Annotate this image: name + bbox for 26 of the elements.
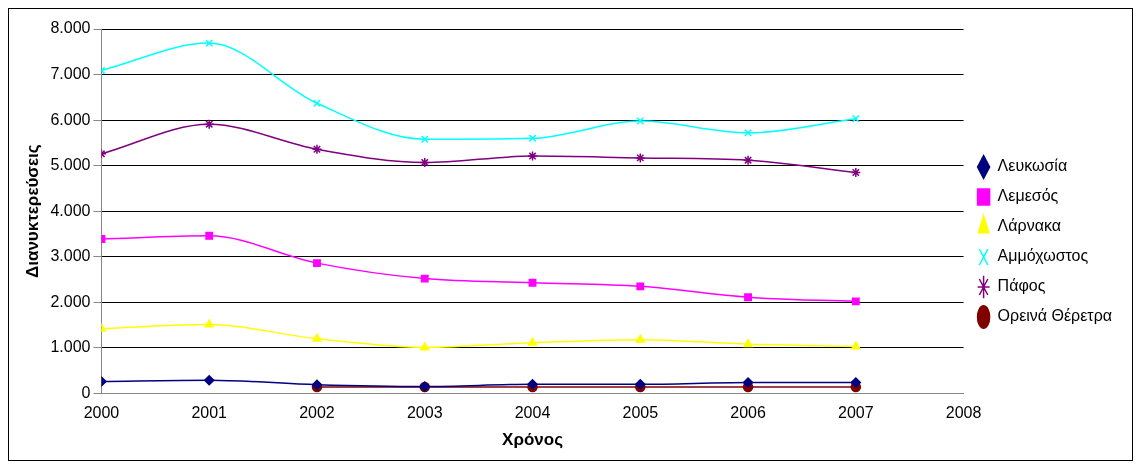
legend-label: Λευκωσία — [997, 157, 1068, 175]
y-tick-label: 0 — [81, 383, 91, 401]
y-tick-label: 8.000 — [50, 19, 91, 37]
legend-label: Αμμόχωστος — [997, 247, 1089, 265]
y-tick-label: 4.000 — [50, 201, 91, 219]
legend-label: Πάφος — [997, 277, 1046, 295]
x-tick-label: 2005 — [622, 404, 659, 422]
x-tick-label: 2001 — [191, 404, 228, 422]
y-axis-title: Διανυκτερεύσεις — [22, 144, 42, 279]
x-tick-label: 2000 — [83, 404, 120, 422]
x-tick-label: 2002 — [299, 404, 335, 422]
y-tick-label: 3.000 — [50, 247, 91, 265]
y-tick-label: 5.000 — [50, 156, 91, 174]
x-tick-label: 2003 — [406, 404, 443, 422]
legend-label: Λάρνακα — [997, 217, 1061, 235]
y-tick-label: 1.000 — [50, 338, 91, 356]
legend-label: Λεμεσός — [997, 187, 1059, 205]
x-tick-label: 2006 — [730, 404, 766, 422]
x-axis-title: Χρόνος — [502, 430, 564, 450]
x-tick-label: 2004 — [514, 404, 551, 422]
x-tick-label: 2008 — [945, 404, 982, 422]
y-tick-label: 2.000 — [50, 292, 91, 310]
y-tick-label: 6.000 — [50, 110, 91, 128]
y-tick-label: 7.000 — [50, 64, 91, 82]
x-tick-label: 2007 — [838, 404, 874, 422]
legend-label: Ορεινά Θέρετρα — [997, 307, 1113, 325]
